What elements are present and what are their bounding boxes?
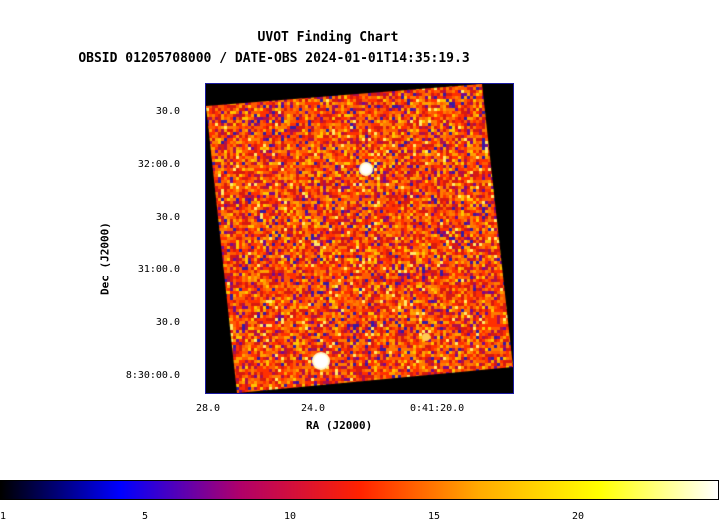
dec-tick: 30.0 [155,212,180,223]
dec-tick: 30.0 [155,317,180,328]
y-axis-label: Dec (J2000) [98,222,112,295]
colorbar-tick: 15 [428,511,441,522]
image-plot [205,83,514,394]
colorbar-tick: 10 [284,511,297,522]
ra-tick: 0:41:20.0 [410,403,465,414]
dec-tick: 31:00.0 [137,264,180,275]
dec-tick: 30.0 [155,106,180,117]
colorbar [0,480,719,500]
ra-tick: 24.0 [301,403,326,414]
colorbar-tick: 5 [142,511,149,522]
sky-image [206,84,513,393]
colorbar-tick: 1 [0,511,7,522]
colorbar-tick: 20 [572,511,585,522]
dec-tick: 32:00.0 [137,159,180,170]
ra-tick: 28.0 [196,403,221,414]
x-axis-label: RA (J2000) [306,419,373,432]
chart-title: UVOT Finding Chart [257,30,399,45]
chart-subtitle: OBSID 01205708000 / DATE-OBS 2024-01-01T… [78,51,470,66]
dec-tick: 8:30:00.0 [125,370,180,381]
